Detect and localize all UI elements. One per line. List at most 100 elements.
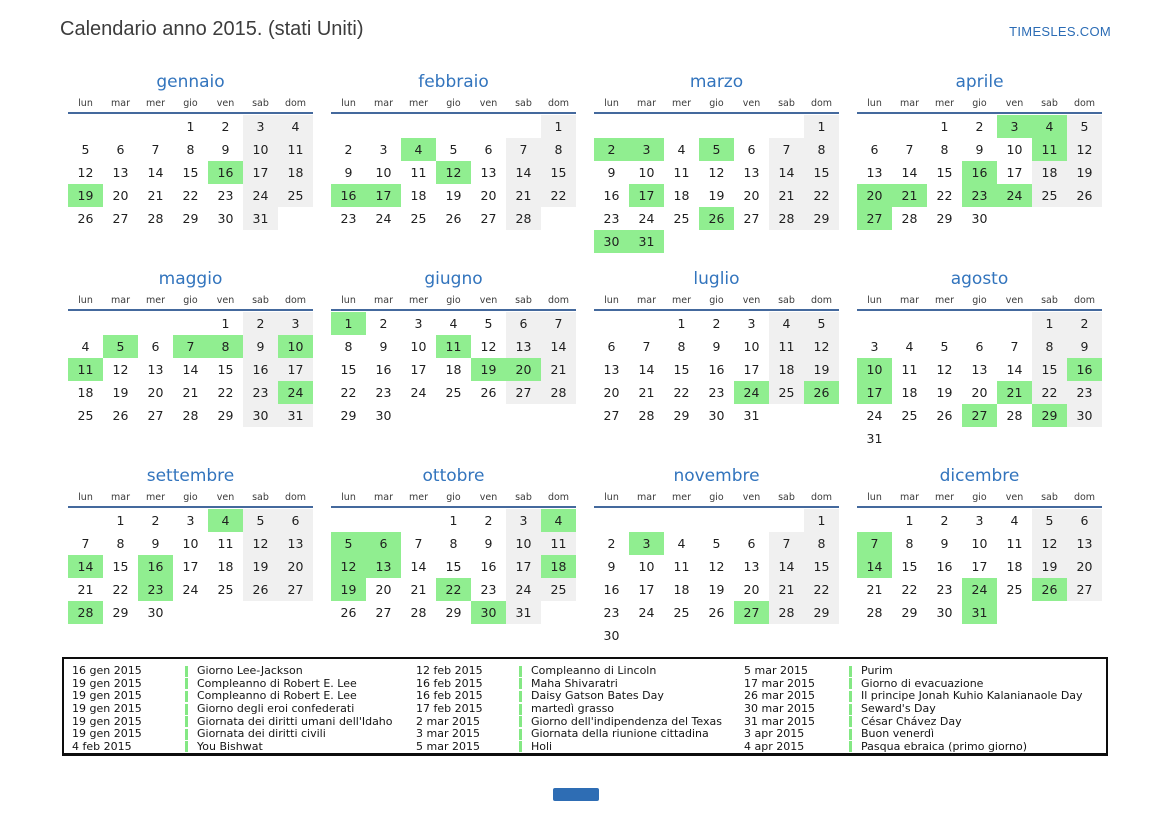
day-cell: 4: [1032, 115, 1067, 138]
day-cell: 5: [712, 536, 721, 551]
weekday-label: ven: [1005, 492, 1024, 503]
day-cell: 28: [866, 605, 883, 620]
legend-color-bar: [185, 690, 188, 702]
empty-cell: [594, 115, 629, 138]
day-cell: 2: [975, 119, 984, 134]
dates-grid: 1 2 3 4 5 6 7 8 9 10 11 12 13 14 15 16 17 18 19 20 21 22 23 24 2…: [68, 509, 313, 624]
site-link[interactable]: TIMESLES.COM: [1009, 24, 1111, 39]
weekday-label: ven: [216, 492, 235, 503]
day-cell: 13: [603, 362, 620, 377]
weekday-label: mar: [637, 295, 656, 306]
day-cell: 4: [278, 115, 313, 138]
day-cell: 28: [541, 381, 576, 404]
day-cell: 21: [541, 358, 576, 381]
day-cell: 6: [975, 339, 984, 354]
day-cell: 29: [901, 605, 918, 620]
legend-color-bar: [519, 678, 522, 690]
weekday-label: lun: [341, 98, 356, 109]
day-cell: 14: [901, 165, 918, 180]
empty-cell: [629, 115, 664, 138]
day-cell: 11: [1006, 536, 1023, 551]
weekday-header-row: lun mar mer gio ven sab dom: [594, 294, 839, 311]
day-cell: 13: [366, 555, 401, 578]
weekday-label: mer: [145, 295, 165, 306]
legend-holiday-name: Compleanno di Robert E. Lee: [197, 689, 357, 703]
day-cell: 4: [449, 316, 458, 331]
weekday-label: gio: [183, 295, 198, 306]
legend-color-bar: [185, 716, 188, 728]
day-cell: 10: [857, 358, 892, 381]
day-cell: 11: [68, 358, 103, 381]
day-cell: 20: [480, 188, 497, 203]
day-cell: 19: [112, 385, 129, 400]
day-cell: 27: [1067, 578, 1102, 601]
day-cell: 1: [186, 119, 195, 134]
weekday-label: ven: [1005, 295, 1024, 306]
day-cell: 5: [243, 509, 278, 532]
weekday-label: mer: [934, 492, 954, 503]
day-cell: 9: [151, 536, 160, 551]
month-aprile: aprile lun mar mer gio ven sab dom 1 2 3 4 5 6 7 8 9 10 11…: [857, 70, 1102, 230]
weekday-label: dom: [810, 295, 833, 306]
day-cell: 7: [642, 339, 651, 354]
weekday-label: sab: [515, 98, 532, 109]
legend-row: 4 feb 2015 You Bishwat: [72, 739, 414, 754]
weekday-label: lun: [867, 492, 882, 503]
month-title: febbraio: [418, 72, 489, 92]
day-cell: 27: [857, 207, 892, 230]
day-cell: 5: [331, 532, 366, 555]
day-cell: 16: [708, 362, 725, 377]
day-cell: 13: [743, 165, 760, 180]
day-cell: 23: [480, 582, 497, 597]
weekday-label: sab: [252, 98, 269, 109]
day-cell: 8: [541, 138, 576, 161]
day-cell: 22: [436, 578, 471, 601]
day-cell: 18: [77, 385, 94, 400]
day-cell: 6: [1067, 509, 1102, 532]
day-cell: 11: [541, 532, 576, 555]
month-title: ottobre: [422, 466, 485, 486]
day-cell: 1: [677, 316, 686, 331]
legend-date: 2 mar 2015: [416, 714, 480, 728]
weekday-label: mar: [111, 98, 130, 109]
weekday-label: lun: [78, 295, 93, 306]
day-cell: 25: [445, 385, 462, 400]
day-cell: 21: [866, 582, 883, 597]
day-cell: 15: [340, 362, 357, 377]
day-cell: 28: [1006, 408, 1023, 423]
day-cell: 1: [905, 513, 914, 528]
day-cell: 3: [997, 115, 1032, 138]
weekday-label: mer: [671, 492, 691, 503]
day-cell: 31: [629, 230, 664, 253]
legend-row: 2 mar 2015 Giorno dell'indipendenza del T…: [416, 715, 741, 728]
day-cell: 22: [340, 385, 357, 400]
weekday-header-row: lun mar mer gio ven sab dom: [594, 97, 839, 114]
month-ottobre: ottobre lun mar mer gio ven sab dom 1 2 3 4 5 6 7 8 9 10 1…: [331, 464, 576, 624]
day-cell: 28: [638, 408, 655, 423]
legend-color-bar: [849, 716, 852, 728]
day-cell: 22: [804, 578, 839, 601]
day-cell: 8: [940, 142, 949, 157]
legend-holiday-name: You Bishwat: [197, 739, 263, 753]
day-cell: 11: [769, 335, 804, 358]
legend-color-bar: [185, 728, 188, 740]
weekday-label: gio: [972, 492, 987, 503]
day-cell: 24: [866, 408, 883, 423]
empty-cell: [401, 509, 436, 532]
day-cell: 14: [769, 161, 804, 184]
day-cell: 3: [243, 115, 278, 138]
day-cell: 20: [603, 385, 620, 400]
legend-row: 31 mar 2015 César Chávez Day: [744, 715, 1102, 728]
day-cell: 25: [541, 578, 576, 601]
day-cell: 9: [484, 536, 493, 551]
weekday-label: mar: [900, 295, 919, 306]
day-cell: 9: [221, 142, 230, 157]
empty-cell: [629, 509, 664, 532]
empty-cell: [366, 509, 401, 532]
day-cell: 8: [804, 532, 839, 555]
dates-grid: 1 2 3 4 5 6 7 8 9 10 11 12 13 14 15 16 17 18 19 20 21 22 23 24 2…: [331, 115, 576, 230]
day-cell: 5: [940, 339, 949, 354]
day-cell: 4: [541, 509, 576, 532]
day-cell: 19: [1032, 555, 1067, 578]
day-cell: 9: [712, 339, 721, 354]
